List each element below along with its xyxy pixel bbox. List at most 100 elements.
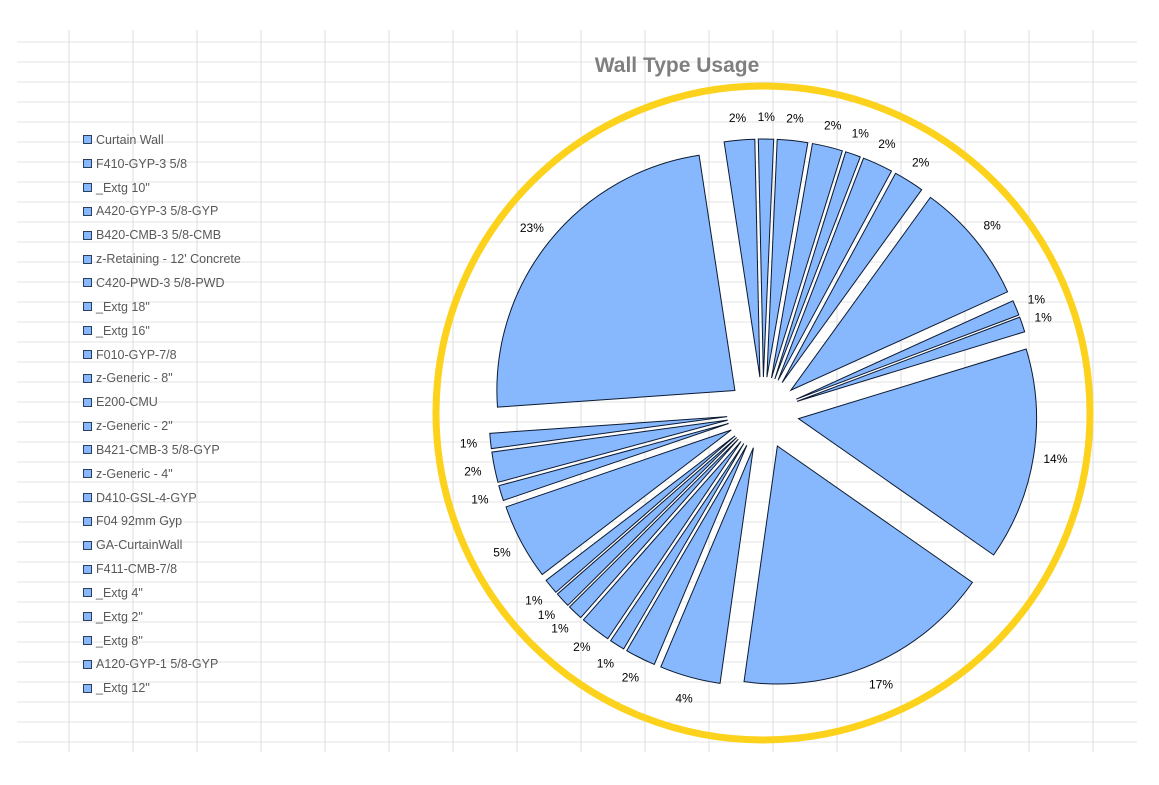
legend-item: _Extg 10": [83, 176, 241, 200]
pie-slice: [766, 138, 809, 378]
data-labels: 14%17%4%2%1%2%1%1%1%5%1%2%1%23%2% 1% 2% 2%1…: [460, 110, 1068, 705]
slice-label: 1%: [471, 493, 489, 507]
legend-item: _Extg 18": [83, 295, 241, 319]
slice-label: 1%: [551, 621, 569, 635]
legend-item: B421-CMB-3 5/8-GYP: [83, 438, 241, 462]
slice-label: 2%: [912, 155, 930, 169]
pie-slice: [796, 300, 1020, 400]
pie-slice: [568, 438, 739, 619]
legend-label: _Extg 10": [96, 180, 150, 195]
slice-label: 1%: [1028, 292, 1046, 306]
slice-label: 2%: [464, 465, 482, 479]
legend-label: B421-CMB-3 5/8-GYP: [96, 442, 220, 457]
legend-item: A420-GYP-3 5/8-GYP: [83, 200, 241, 224]
pie-slice: [505, 429, 732, 576]
slice-label: 17%: [869, 677, 893, 691]
legend-item: _Extg 4": [83, 581, 241, 605]
slice-label: 14%: [1043, 452, 1067, 466]
legend-item: F010-GYP-7/8: [83, 343, 241, 367]
slice-label: 23%: [520, 221, 544, 235]
legend-swatch: [83, 540, 92, 550]
slice-label: 1%: [538, 608, 556, 622]
pie-slice: [757, 138, 775, 378]
legend-item: z-Generic - 8": [83, 366, 241, 390]
legend-label: _Extg 4": [96, 585, 143, 600]
legend-label: _Extg 8": [96, 633, 143, 648]
legend-swatch: [83, 564, 92, 574]
legend-item: _Extg 16": [83, 319, 241, 343]
legend-label: _Extg 18": [96, 299, 150, 314]
legend-item: z-Generic - 2": [83, 414, 241, 438]
legend-item: Curtain Wall: [83, 128, 241, 152]
legend-label: z-Generic - 4": [96, 466, 173, 481]
legend-swatch: [83, 397, 92, 407]
chart-title: Wall Type Usage: [594, 54, 760, 77]
legend-swatch: [83, 445, 92, 455]
legend-item: E200-CMU: [83, 390, 241, 414]
legend-label: D410-GSL-4-GYP: [96, 490, 197, 505]
legend-item: F410-GYP-3 5/8: [83, 152, 241, 176]
legend-swatch: [83, 230, 92, 240]
legend-item: z-Generic - 4": [83, 462, 241, 486]
legend-swatch: [83, 159, 92, 169]
slice-label: 1%: [1034, 310, 1052, 324]
legend-item: F411-CMB-7/8: [83, 557, 241, 581]
legend-swatch: [83, 183, 92, 193]
pie-slice: [545, 435, 736, 594]
pie-slice: [498, 423, 729, 502]
pie-slice: [777, 157, 893, 381]
legend-item: C420-PWD-3 5/8-PWD: [83, 271, 241, 295]
legend-label: z-Generic - 8": [96, 371, 173, 386]
legend-label: F04 92mm Gyp: [96, 514, 183, 529]
legend-item: F04 92mm Gyp: [83, 510, 241, 534]
legend-label: _Extg 16": [96, 323, 150, 338]
slice-label: 2%: [824, 118, 842, 132]
legend-swatch: [83, 612, 92, 622]
chart-legend: Curtain Wall F410-GYP-3 5/8 _Extg 10" A420-…: [83, 128, 241, 700]
slice-label: 1%: [758, 110, 776, 124]
legend-label: z-Generic - 2": [96, 419, 173, 434]
legend-swatch: [83, 493, 92, 503]
slice-label: 1%: [525, 593, 543, 607]
pie-slice: [491, 419, 728, 483]
pie-slice: [774, 151, 861, 380]
slice-label: 2%: [878, 137, 896, 151]
slice-label: 1%: [460, 436, 478, 450]
slice-label: 1%: [597, 657, 615, 671]
pie-slice: [796, 316, 1026, 402]
legend-label: B420-CMB-3 5/8-CMB: [96, 228, 222, 243]
legend-item: _Extg 8": [83, 629, 241, 653]
pie-slice: [723, 138, 761, 378]
pie-slice: [781, 172, 923, 383]
pie-slice: [789, 196, 1009, 392]
pie-slice: [660, 447, 754, 684]
slice-label: 1%: [852, 126, 870, 140]
legend-item: _Extg 12": [83, 676, 241, 700]
legend-label: E200-CMU: [96, 395, 158, 410]
legend-label: Curtain Wall: [96, 132, 164, 147]
legend-swatch: [83, 278, 92, 288]
legend-label: z-Retaining - 12' Concrete: [96, 252, 241, 267]
legend-item: GA-CurtainWall: [83, 533, 241, 557]
highlight-ring: [432, 82, 1094, 744]
legend-label: _Extg 2": [96, 609, 143, 624]
legend-item: B420-CMB-3 5/8-CMB: [83, 223, 241, 247]
legend-label: F410-GYP-3 5/8: [96, 156, 188, 171]
slice-label: 2%: [573, 640, 591, 654]
legend-label: F010-GYP-7/8: [96, 347, 177, 362]
legend-swatch: [83, 421, 92, 431]
legend-label: A420-GYP-3 5/8-GYP: [96, 204, 219, 219]
pie-slice: [582, 441, 742, 640]
legend-swatch: [83, 254, 92, 264]
slice-label: 2%: [786, 112, 804, 126]
pie-slice: [609, 443, 745, 650]
legend-swatch: [83, 659, 92, 669]
slice-label: 2%: [729, 111, 747, 125]
legend-swatch: [83, 302, 92, 312]
legend-label: C420-PWD-3 5/8-PWD: [96, 275, 225, 290]
legend-swatch: [83, 469, 92, 479]
legend-label: F411-CMB-7/8: [96, 562, 178, 577]
legend-swatch: [83, 326, 92, 336]
legend-swatch: [83, 350, 92, 360]
